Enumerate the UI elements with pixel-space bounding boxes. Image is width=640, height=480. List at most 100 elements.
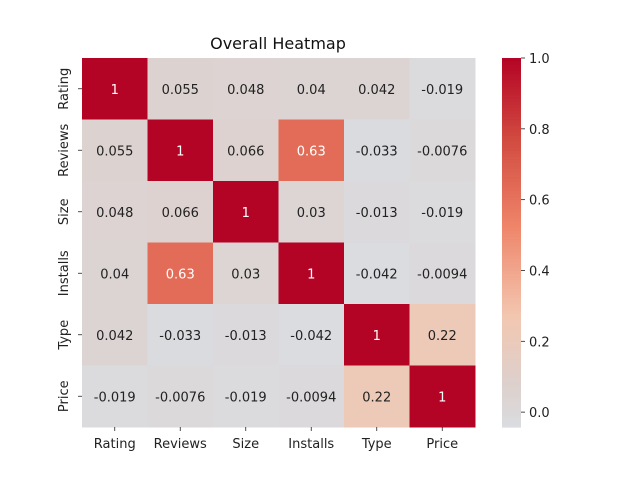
x-tick-labels: Rating Reviews Size Installs Type Price bbox=[94, 427, 458, 452]
colorbar-segment bbox=[502, 199, 521, 204]
heatmap-cell bbox=[82, 119, 148, 182]
cell-value-label: 0.63 bbox=[166, 267, 195, 282]
colorbar-segment bbox=[502, 396, 521, 400]
colorbar-segment bbox=[502, 393, 521, 397]
colorbar-segment bbox=[502, 411, 521, 416]
cell-value-label: -0.013 bbox=[356, 206, 398, 221]
y-tick-label: Type bbox=[57, 320, 72, 351]
colorbar-segment bbox=[502, 310, 521, 314]
colorbar-segment bbox=[502, 254, 521, 259]
colorbar-segment bbox=[502, 236, 521, 241]
colorbar-segment bbox=[502, 402, 521, 407]
colorbar-segment bbox=[502, 282, 521, 287]
y-tick-label: Price bbox=[57, 380, 72, 412]
cell-value-label: -0.042 bbox=[356, 267, 398, 282]
colorbar-segment bbox=[502, 365, 521, 370]
colorbar-tick-label: 1.0 bbox=[529, 52, 550, 67]
colorbar-segment bbox=[502, 248, 521, 253]
colorbar-segment bbox=[502, 316, 521, 320]
colorbar-segment bbox=[502, 144, 521, 148]
colorbar-segment bbox=[502, 340, 521, 345]
y-tick-label: Installs bbox=[57, 250, 72, 296]
heatmap-cell bbox=[409, 365, 476, 428]
colorbar-segment bbox=[502, 276, 521, 280]
cell-value-label: 0.04 bbox=[297, 83, 326, 98]
colorbar-segment bbox=[502, 97, 521, 102]
y-tick-label: Rating bbox=[57, 68, 72, 110]
colorbar-segment bbox=[502, 214, 521, 219]
colorbar-segment bbox=[502, 85, 521, 90]
colorbar-segment bbox=[502, 193, 521, 197]
colorbar-segment bbox=[502, 279, 521, 284]
colorbar-segment bbox=[502, 273, 521, 277]
colorbar-segment bbox=[502, 177, 521, 182]
colorbar-segment bbox=[502, 153, 521, 157]
colorbar-segment bbox=[502, 67, 521, 71]
heatmap-cell bbox=[147, 181, 214, 243]
heatmap-cell bbox=[213, 181, 279, 243]
colorbar-segment bbox=[502, 101, 521, 105]
heatmap-cell bbox=[344, 242, 410, 305]
colorbar-segment bbox=[502, 104, 521, 108]
x-tick-label: Price bbox=[426, 437, 458, 452]
cell-value-label: 0.042 bbox=[96, 329, 133, 344]
heatmap-cell bbox=[409, 304, 476, 366]
colorbar-segment bbox=[502, 205, 521, 210]
cell-value-label: -0.019 bbox=[421, 83, 463, 98]
x-tick-label: Rating bbox=[94, 437, 136, 452]
colorbar-segment bbox=[502, 343, 521, 348]
colorbar-segment bbox=[502, 239, 521, 244]
cell-value-label: -0.019 bbox=[225, 390, 267, 405]
colorbar-segment bbox=[502, 230, 521, 234]
colorbar-segment bbox=[502, 288, 521, 293]
x-tick-label: Reviews bbox=[154, 437, 207, 452]
heatmap-cell bbox=[213, 119, 279, 182]
colorbar-segment bbox=[502, 128, 521, 133]
colorbar-segment bbox=[502, 159, 521, 164]
colorbar-segment bbox=[502, 313, 521, 317]
colorbar-segment bbox=[502, 260, 521, 265]
cell-value-label: 0.042 bbox=[358, 83, 395, 98]
colorbar-segment bbox=[502, 337, 521, 342]
heatmap-cell bbox=[82, 181, 148, 243]
colorbar-segment bbox=[502, 79, 521, 84]
heatmap-cell bbox=[409, 181, 476, 243]
heatmap-cell bbox=[409, 119, 476, 182]
heatmap-cell bbox=[213, 242, 279, 305]
cell-value-label: -0.0094 bbox=[417, 267, 467, 282]
colorbar-segment bbox=[502, 168, 521, 173]
heatmap-cell bbox=[213, 365, 279, 428]
colorbar-segment bbox=[502, 319, 521, 324]
colorbar-segment bbox=[502, 116, 521, 121]
colorbar-segment bbox=[502, 211, 521, 216]
colorbar-segment bbox=[502, 328, 521, 333]
colorbar-segment bbox=[502, 359, 521, 364]
colorbar-segment bbox=[502, 131, 521, 136]
colorbar-segment bbox=[502, 224, 521, 228]
cell-value-label: 0.22 bbox=[428, 329, 457, 344]
colorbar-segment bbox=[502, 181, 521, 185]
colorbar-segment bbox=[502, 307, 521, 311]
heatmap-cell bbox=[82, 58, 148, 120]
heatmap-cell bbox=[278, 119, 345, 182]
cell-value-label: 1 bbox=[242, 206, 250, 221]
colorbar-segment bbox=[502, 174, 521, 179]
cell-value-label: 0.03 bbox=[231, 267, 260, 282]
colorbar-segment bbox=[502, 187, 521, 191]
cell-value-label: 1 bbox=[373, 329, 381, 344]
colorbar-segment bbox=[502, 202, 521, 207]
colorbar-segment bbox=[502, 304, 521, 308]
colorbar-segment bbox=[502, 356, 521, 360]
colorbar-segment bbox=[502, 420, 521, 425]
colorbar-segment bbox=[502, 110, 521, 114]
colorbar-segment bbox=[502, 387, 521, 391]
cell-value-label: 0.048 bbox=[96, 206, 133, 221]
colorbar-segment bbox=[502, 383, 521, 388]
colorbar-segment bbox=[502, 390, 521, 394]
colorbar-segment bbox=[502, 285, 521, 290]
heatmap-cell bbox=[213, 58, 279, 120]
cell-value-label: 0.048 bbox=[227, 83, 264, 98]
colorbar-segment bbox=[502, 113, 521, 118]
colorbar-segment bbox=[502, 88, 521, 93]
colorbar-segment bbox=[502, 190, 521, 194]
